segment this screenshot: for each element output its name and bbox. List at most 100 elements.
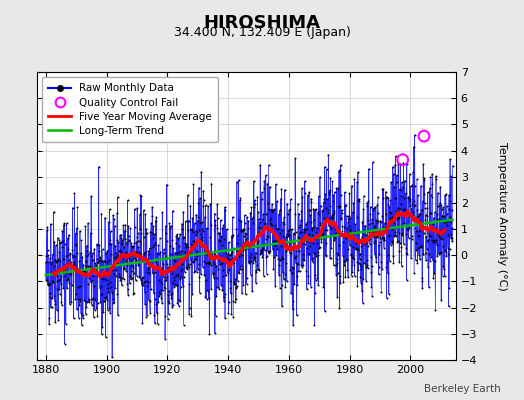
- Point: [380, 244, 388, 251]
- Point: [418, 206, 426, 213]
- Point: [126, 257, 135, 264]
- Point: [369, 205, 378, 211]
- Point: [164, 264, 172, 270]
- Point: [380, 235, 388, 241]
- Point: [108, 290, 116, 296]
- Point: [368, 159, 377, 166]
- Point: [253, 193, 261, 200]
- Point: [48, 251, 57, 258]
- Point: [120, 265, 128, 271]
- Point: [208, 253, 216, 259]
- Point: [309, 206, 318, 212]
- Point: [147, 230, 156, 236]
- Point: [402, 244, 410, 251]
- Point: [309, 240, 318, 246]
- Point: [168, 290, 176, 296]
- Point: [434, 228, 442, 234]
- Point: [88, 257, 96, 263]
- Point: [305, 189, 313, 195]
- Point: [425, 210, 434, 216]
- Point: [227, 290, 235, 297]
- Point: [178, 260, 186, 267]
- Point: [443, 210, 451, 217]
- Point: [439, 242, 447, 249]
- Point: [247, 251, 255, 257]
- Point: [424, 284, 433, 290]
- Point: [335, 204, 343, 211]
- Point: [390, 184, 399, 190]
- Point: [182, 264, 191, 270]
- Point: [446, 156, 454, 162]
- Point: [384, 252, 392, 259]
- Point: [248, 288, 256, 294]
- Point: [366, 236, 374, 242]
- Point: [424, 236, 432, 243]
- Point: [253, 262, 261, 268]
- Point: [344, 229, 353, 236]
- Point: [245, 258, 254, 264]
- Point: [137, 277, 145, 283]
- Point: [75, 301, 83, 308]
- Point: [290, 281, 299, 288]
- Point: [361, 222, 369, 229]
- Point: [447, 231, 455, 237]
- Point: [255, 216, 263, 222]
- Point: [317, 236, 325, 242]
- Point: [293, 282, 302, 288]
- Point: [365, 166, 373, 172]
- Point: [115, 262, 123, 269]
- Point: [161, 230, 170, 236]
- Point: [438, 226, 446, 232]
- Point: [46, 293, 54, 300]
- Point: [408, 232, 416, 239]
- Point: [269, 266, 278, 272]
- Point: [416, 218, 424, 224]
- Point: [263, 271, 271, 277]
- Point: [246, 209, 255, 216]
- Point: [352, 246, 360, 252]
- Point: [134, 230, 142, 236]
- Point: [98, 258, 106, 264]
- Point: [256, 250, 265, 257]
- Point: [257, 249, 265, 256]
- Point: [149, 244, 157, 250]
- Point: [202, 296, 211, 302]
- Point: [422, 250, 430, 256]
- Point: [81, 263, 90, 269]
- Point: [347, 273, 356, 279]
- Point: [323, 206, 332, 213]
- Point: [376, 231, 384, 238]
- Point: [179, 208, 188, 215]
- Point: [104, 219, 113, 225]
- Point: [350, 262, 358, 268]
- Point: [410, 270, 418, 276]
- Point: [82, 258, 90, 264]
- Point: [175, 249, 183, 255]
- Point: [211, 330, 219, 336]
- Point: [411, 225, 420, 232]
- Point: [339, 233, 347, 239]
- Text: HIROSHIMA: HIROSHIMA: [203, 14, 321, 32]
- Point: [155, 251, 163, 257]
- Point: [222, 259, 230, 265]
- Point: [441, 192, 449, 199]
- Point: [221, 206, 230, 213]
- Point: [181, 218, 190, 224]
- Point: [235, 269, 244, 276]
- Point: [389, 252, 397, 259]
- Point: [377, 289, 385, 295]
- Point: [415, 210, 423, 217]
- Point: [203, 287, 212, 294]
- Point: [252, 280, 260, 286]
- Point: [156, 264, 164, 270]
- Point: [439, 204, 447, 211]
- Point: [78, 268, 86, 275]
- Point: [73, 296, 82, 302]
- Point: [116, 232, 125, 238]
- Point: [73, 204, 82, 210]
- Point: [249, 214, 257, 220]
- Point: [150, 242, 158, 248]
- Point: [87, 253, 95, 260]
- Point: [237, 262, 245, 269]
- Point: [54, 316, 62, 323]
